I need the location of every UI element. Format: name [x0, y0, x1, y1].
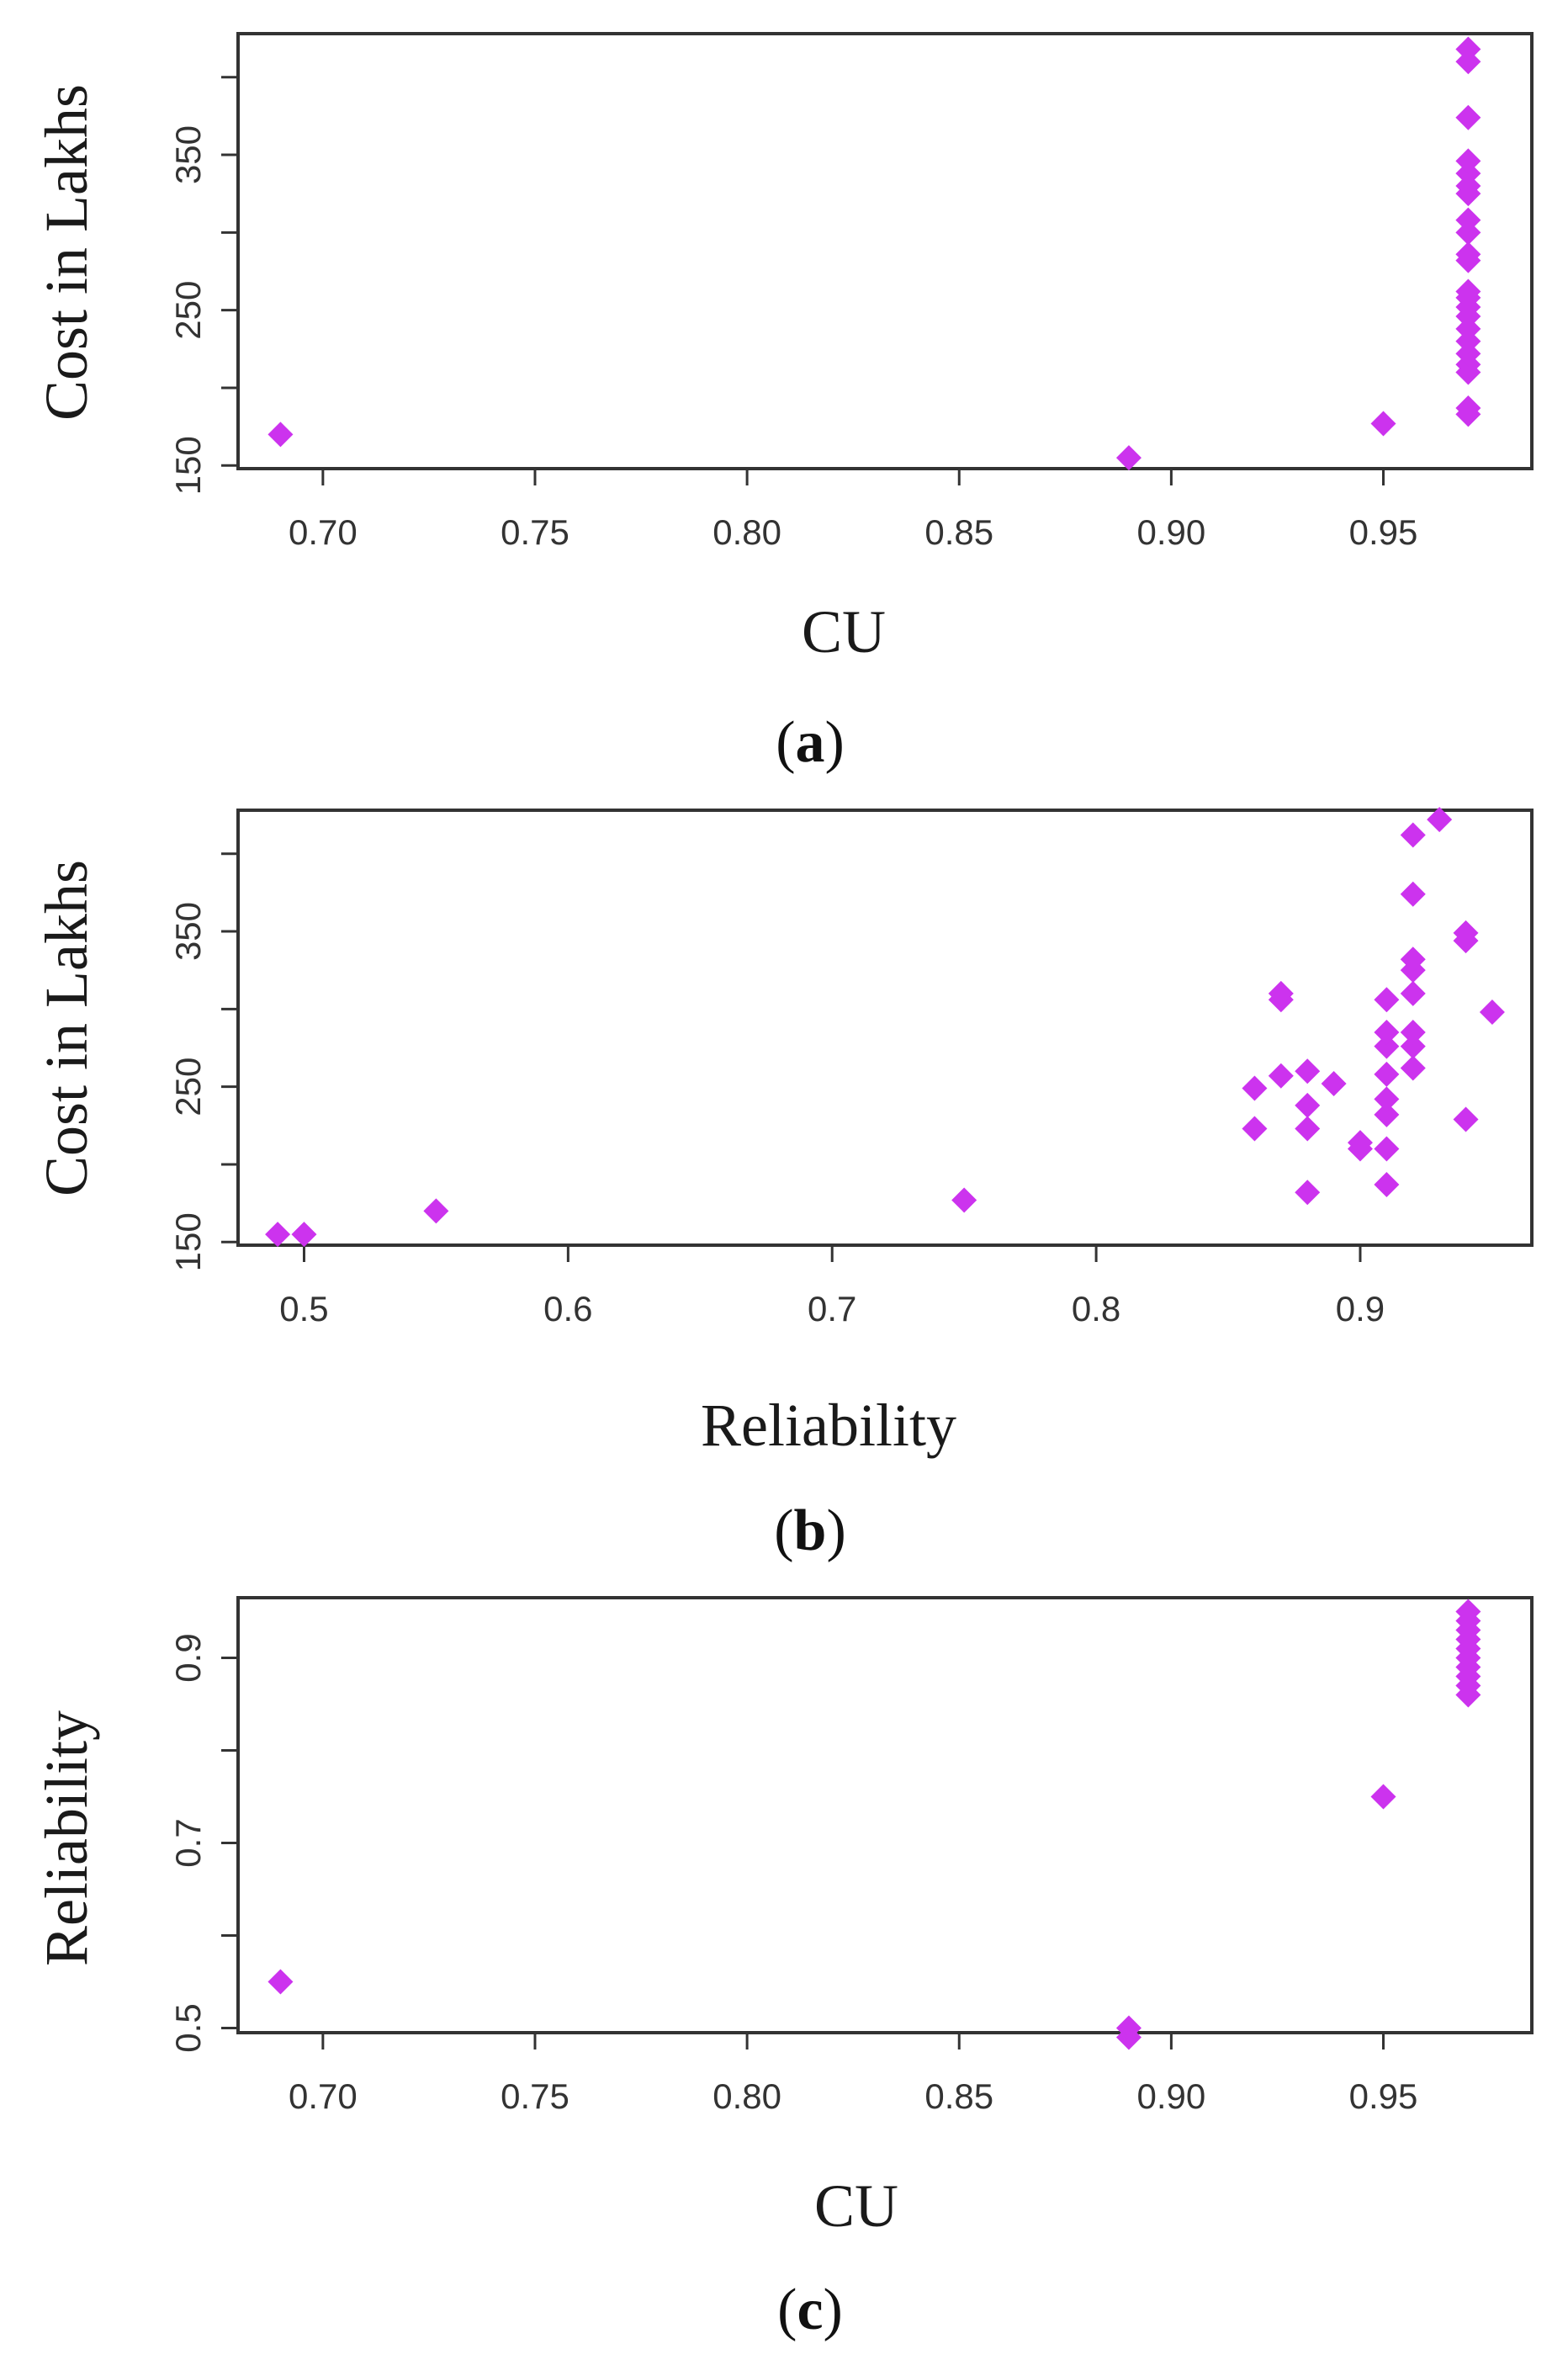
x-tick-label-b: 0.9	[1336, 1289, 1385, 1328]
data-point-b	[1400, 1020, 1426, 1046]
axis-ticks-c: 0.70 0.75 0.80 0.85 0.90 0.95 0.5 0.7 0.9	[168, 1633, 1417, 2116]
y-tick-label-c: 0.9	[168, 1633, 208, 1682]
data-point-b	[1268, 980, 1294, 1006]
panel-caption-c: (c)	[777, 2278, 843, 2342]
chart-panel-a: 0.70 0.75 0.80 0.85 0.90 0.95 150 250 350 CU Cos…	[33, 32, 1534, 775]
data-point-b	[1374, 1136, 1400, 1162]
data-point-b	[1374, 1061, 1400, 1087]
x-tick-label-a: 0.85	[924, 512, 993, 552]
data-point-b	[1242, 1075, 1268, 1101]
data-point-b	[1400, 1033, 1426, 1059]
panel-caption-letter-b: b	[794, 1498, 827, 1563]
data-point-b	[1453, 1106, 1479, 1132]
x-tick-label-a: 0.95	[1349, 512, 1418, 552]
data-point-c	[1455, 1599, 1481, 1625]
x-tick-label-a: 0.80	[712, 512, 781, 552]
panel-caption-letter-c: c	[797, 2278, 823, 2342]
x-tick-label-a: 0.90	[1137, 512, 1206, 552]
x-tick-label-b: 0.6	[543, 1289, 592, 1328]
x-tick-label-c: 0.95	[1349, 2076, 1418, 2116]
y-tick-label-c: 0.5	[168, 2003, 208, 2052]
x-axis-title-b: Reliability	[701, 1392, 956, 1459]
data-point-b	[1453, 920, 1479, 946]
data-point-a	[1455, 207, 1481, 233]
data-point-b	[1400, 980, 1426, 1006]
y-tick-label-a: 150	[168, 436, 208, 495]
panel-caption-b: (b)	[774, 1498, 846, 1563]
data-point-a	[1455, 278, 1481, 305]
data-point-b	[1295, 1180, 1321, 1206]
data-point-b	[1374, 1086, 1400, 1112]
x-tick-label-c: 0.80	[712, 2076, 781, 2116]
data-point-b	[1374, 1033, 1400, 1059]
x-tick-label-b: 0.5	[279, 1289, 328, 1328]
x-tick-label-c: 0.90	[1137, 2076, 1206, 2116]
plot-frame-a	[236, 32, 1534, 470]
plot-frame-c	[236, 1596, 1534, 2034]
y-axis-title-a: Cost in Lakhs	[33, 84, 100, 421]
data-point-b	[291, 1222, 317, 1248]
x-tick-label-b: 0.7	[808, 1289, 856, 1328]
data-point-a	[1370, 411, 1396, 437]
x-tick-label-c: 0.85	[924, 2076, 993, 2116]
panel-caption-a: (a)	[776, 710, 845, 775]
data-point-a	[268, 422, 294, 448]
axis-ticks-a: 0.70 0.75 0.80 0.85 0.90 0.95 150 250 350	[168, 76, 1418, 552]
data-point-b	[1295, 1092, 1321, 1118]
x-axis-title-a: CU	[802, 598, 886, 665]
x-axis-title-c: CU	[814, 2172, 898, 2240]
x-tick-label-a: 0.75	[501, 512, 569, 552]
data-point-b	[1479, 1000, 1505, 1026]
data-point-c	[268, 1969, 294, 1995]
data-point-a	[1455, 148, 1481, 174]
data-point-b	[1268, 1063, 1294, 1089]
plot-frame-b	[236, 809, 1534, 1247]
data-point-c	[1115, 2015, 1142, 2041]
data-points-b	[265, 807, 1505, 1248]
data-point-a	[1455, 241, 1481, 268]
data-point-b	[1347, 1130, 1373, 1156]
x-tick-label-b: 0.8	[1072, 1289, 1120, 1328]
data-point-b	[951, 1187, 977, 1213]
data-point-b	[1374, 1020, 1400, 1046]
x-tick-label-a: 0.70	[289, 512, 358, 552]
y-tick-label-b: 350	[168, 902, 208, 961]
data-point-a	[1455, 104, 1481, 130]
chart-panel-b: 0.5 0.6 0.7 0.8 0.9 150 250 350 Reliability Cos…	[33, 807, 1534, 1563]
data-point-b	[1321, 1070, 1347, 1096]
data-points-c	[268, 1599, 1481, 2050]
data-point-b	[1295, 1058, 1321, 1084]
x-tick-label-c: 0.75	[501, 2076, 569, 2116]
data-point-b	[1400, 881, 1426, 907]
chart-panel-c: 0.70 0.75 0.80 0.85 0.90 0.95 0.5 0.7 0.9 CU Rel…	[33, 1596, 1534, 2342]
data-points-a	[268, 36, 1481, 471]
data-point-b	[1400, 822, 1426, 848]
data-point-b	[1242, 1116, 1268, 1142]
data-point-b	[1374, 1171, 1400, 1197]
data-point-b	[1295, 1116, 1321, 1142]
data-point-b	[423, 1198, 449, 1224]
y-axis-title-b: Cost in Lakhs	[33, 860, 100, 1196]
data-point-b	[1400, 947, 1426, 973]
data-point-b	[1374, 1101, 1400, 1127]
data-point-b	[1427, 807, 1453, 833]
data-point-b	[1400, 1055, 1426, 1081]
data-point-c	[1370, 1784, 1396, 1810]
y-axis-title-c: Reliability	[33, 1710, 100, 1966]
y-tick-label-a: 350	[168, 125, 208, 184]
data-point-a	[1455, 395, 1481, 421]
data-point-b	[1374, 987, 1400, 1013]
y-tick-label-c: 0.7	[168, 1818, 208, 1867]
data-point-a	[1115, 445, 1142, 471]
y-tick-label-b: 250	[168, 1058, 208, 1116]
y-tick-label-a: 250	[168, 281, 208, 340]
data-point-a	[1455, 36, 1481, 62]
axis-ticks-b: 0.5 0.6 0.7 0.8 0.9 150 250 350	[168, 852, 1385, 1328]
panel-caption-letter-a: a	[796, 710, 825, 775]
x-tick-label-c: 0.70	[289, 2076, 358, 2116]
data-point-b	[265, 1222, 291, 1248]
y-tick-label-b: 150	[168, 1212, 208, 1271]
